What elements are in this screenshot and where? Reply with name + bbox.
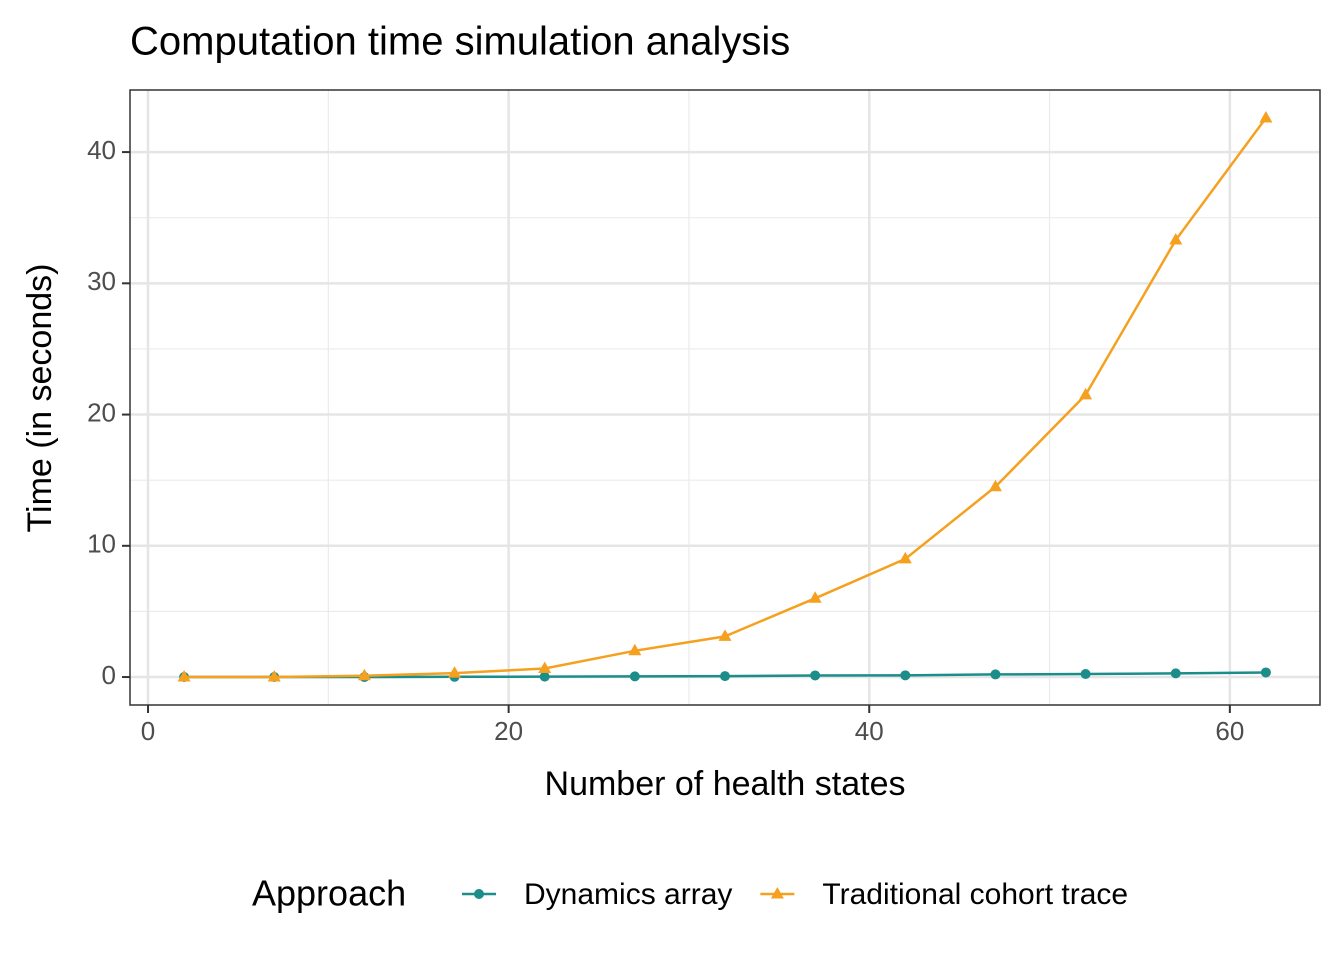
series-line	[184, 117, 1267, 679]
marker	[357, 668, 371, 681]
y-tick-label: 30	[87, 266, 116, 296]
marker	[898, 551, 912, 564]
marker	[988, 479, 1002, 492]
marker	[628, 643, 642, 656]
marker	[718, 629, 732, 641]
y-tick-label: 0	[102, 660, 116, 690]
legend-label: Dynamics array	[524, 878, 732, 911]
x-axis-label: Number of health states	[545, 765, 906, 803]
marker	[1260, 667, 1271, 678]
marker	[1079, 387, 1093, 400]
y-axis-label: Time (in seconds)	[21, 264, 59, 533]
marker	[1170, 668, 1181, 679]
x-tick-label: 60	[1215, 716, 1244, 746]
x-tick-label: 20	[494, 716, 523, 746]
legend-title: Approach	[252, 873, 406, 914]
x-tick-label: 0	[141, 716, 155, 746]
legend: Approach Dynamics array Traditional cohort…	[252, 873, 1128, 914]
marker	[474, 889, 484, 899]
marker	[267, 670, 281, 682]
marker	[629, 671, 640, 682]
marker	[177, 670, 191, 682]
x-tick-label: 40	[855, 716, 884, 746]
legend-label: Traditional cohort trace	[822, 878, 1128, 911]
marker	[538, 661, 552, 674]
marker	[808, 591, 822, 603]
y-tick-label: 10	[87, 529, 116, 559]
marker	[1259, 110, 1273, 123]
marker	[1080, 669, 1091, 680]
y-tick-label: 20	[87, 397, 116, 427]
marker	[810, 670, 821, 681]
marker	[720, 671, 730, 682]
marker	[448, 666, 462, 678]
marker	[539, 671, 550, 682]
marker	[900, 670, 911, 681]
marker	[1169, 233, 1183, 245]
y-tick-label: 40	[87, 135, 116, 165]
marker	[990, 669, 1001, 680]
plot-border	[129, 89, 1321, 706]
chart-title: Computation time simulation analysis	[130, 20, 790, 64]
marker	[770, 887, 784, 899]
